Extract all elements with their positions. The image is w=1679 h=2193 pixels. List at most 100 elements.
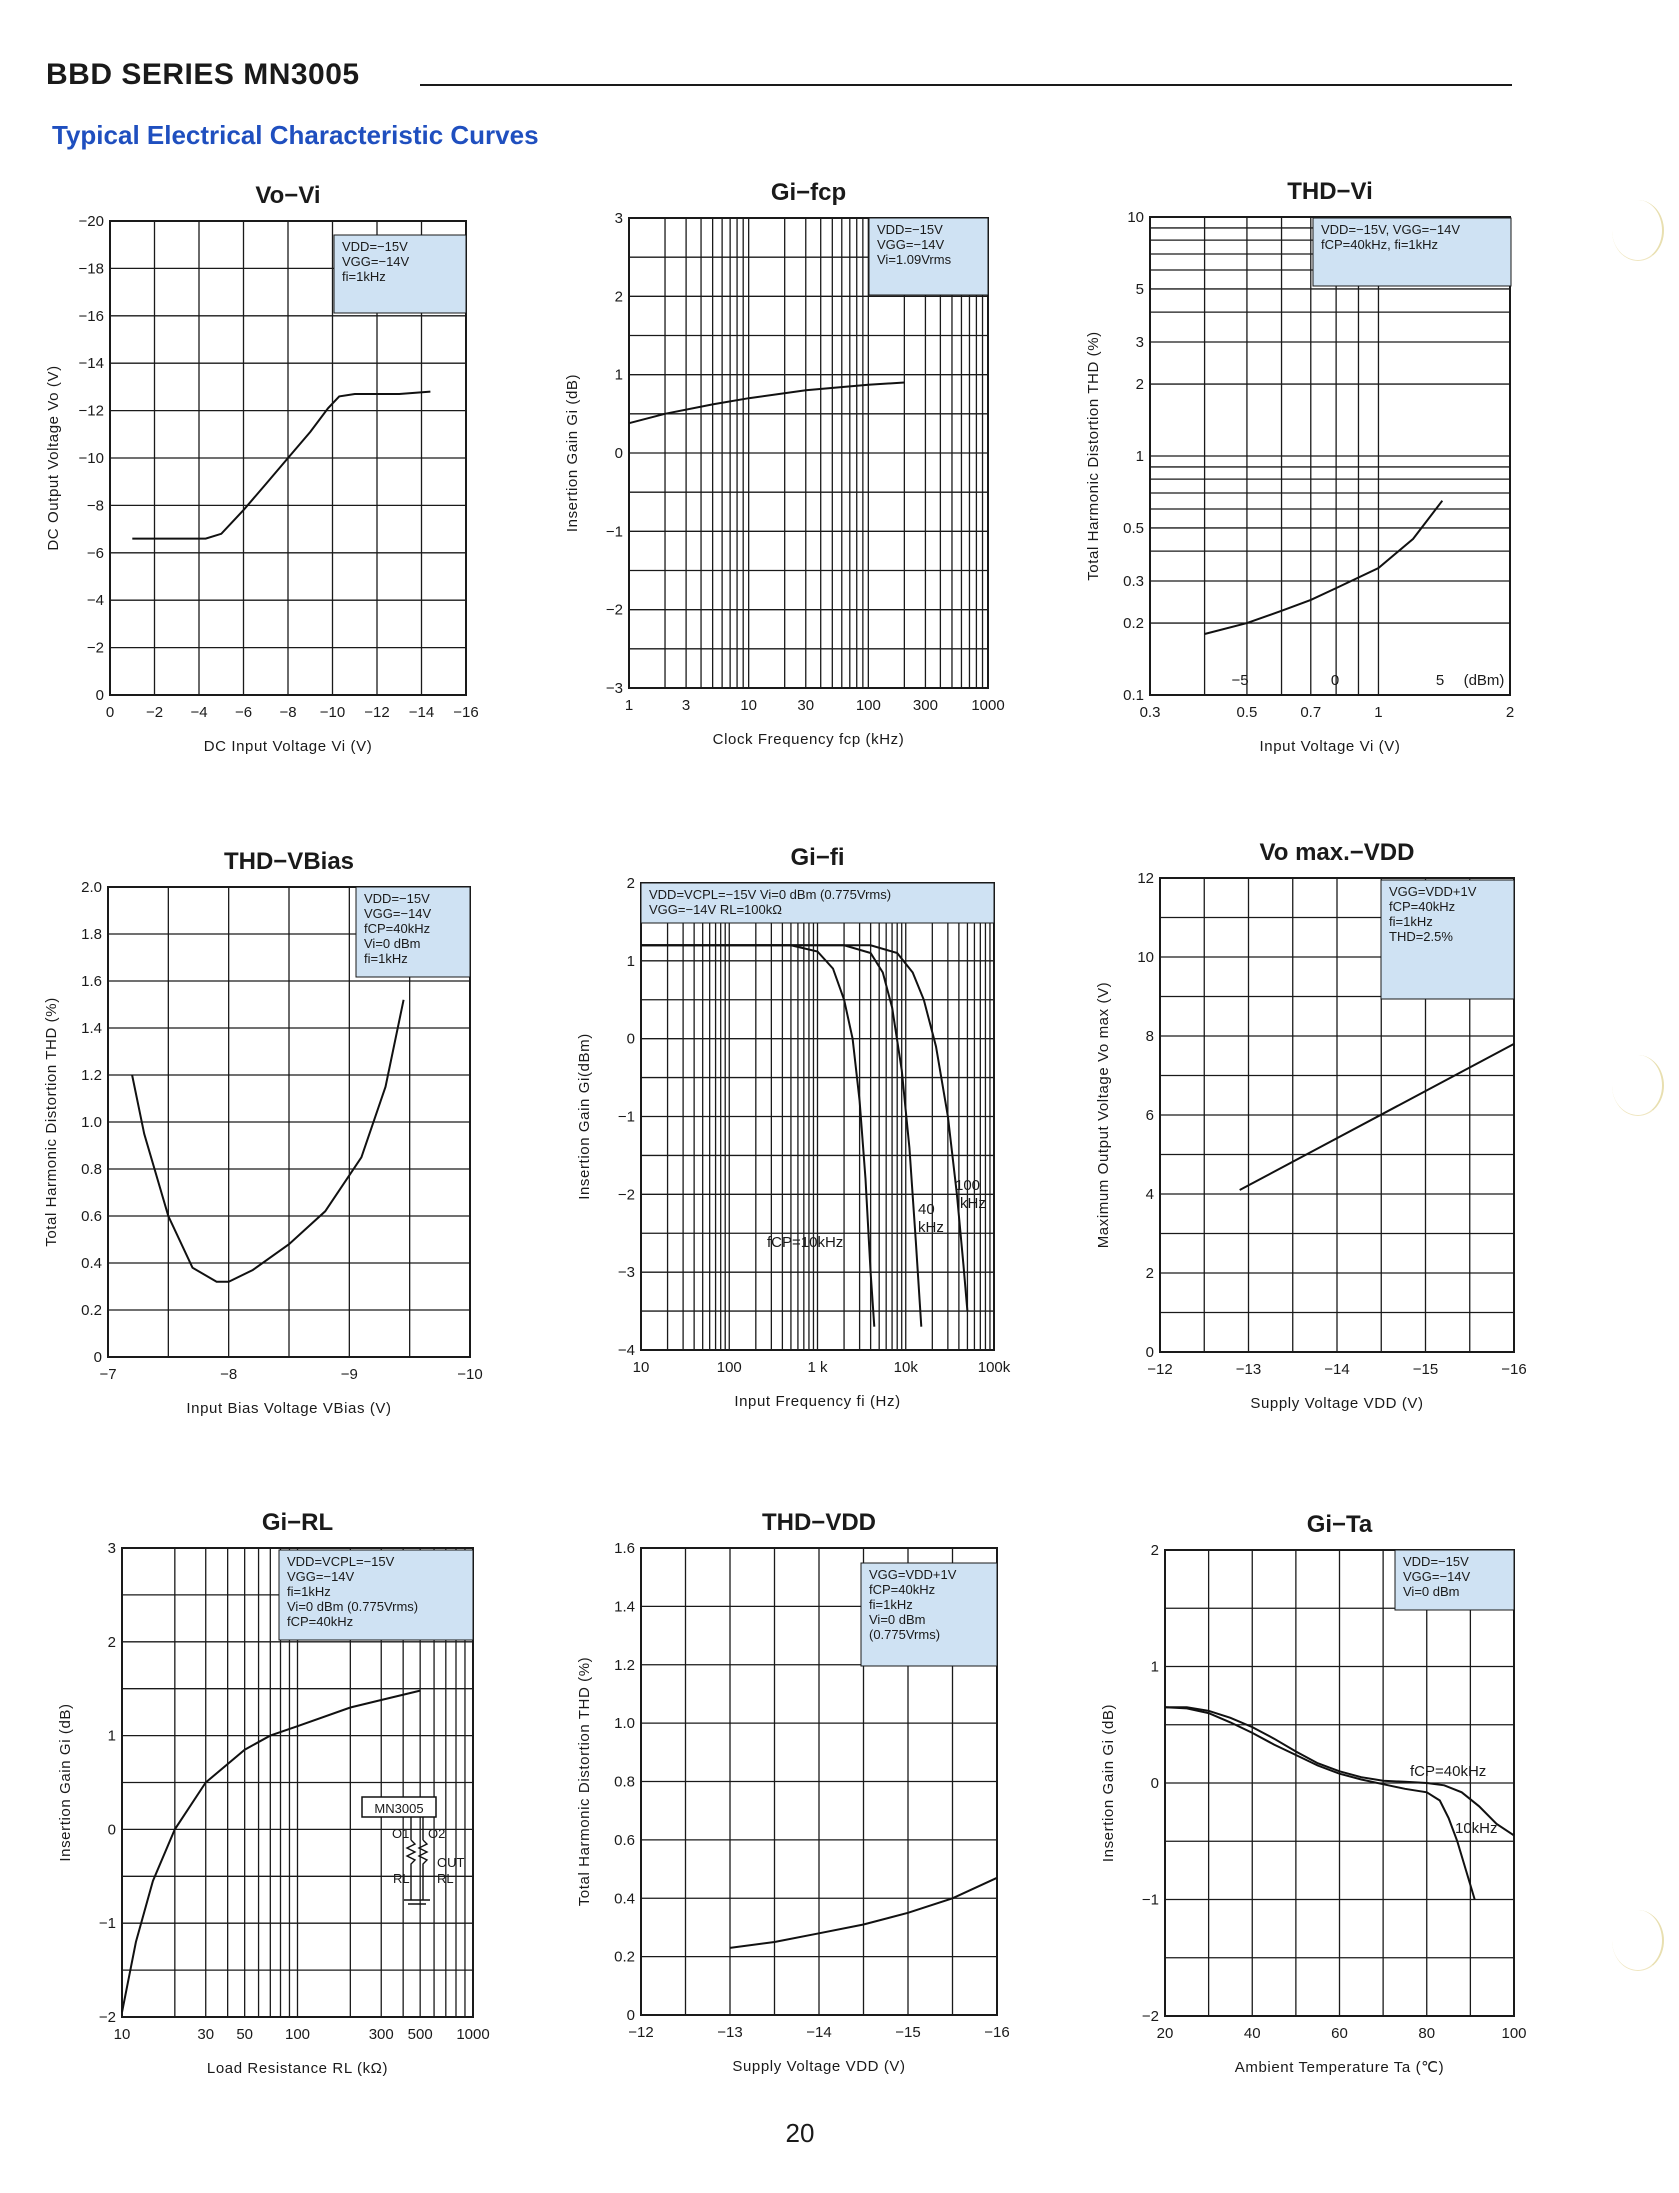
condition-text: fCP=40kHz, fi=1kHz (1321, 237, 1438, 252)
condition-text: fi=1kHz (287, 1584, 331, 1599)
x-tick-label: 40 (1244, 2025, 1261, 2042)
x-tick-label: −7 (99, 1366, 116, 1383)
plot-frame (1159, 877, 1515, 1353)
chart-7: Gi−RL 10 30 50 100 300 500 1000 −2 −1 0 1 2 3 Load Res… (57, 1509, 490, 2077)
x-tick-label: 20 (1157, 2025, 1174, 2042)
y-tick-label: 10 (1127, 209, 1144, 226)
condition-text: Vi=0 dBm (364, 936, 421, 951)
series-label: fCP=10kHz (767, 1234, 843, 1251)
x-tick-label: −15 (1413, 1361, 1438, 1378)
series-line (1165, 1706, 1515, 1837)
x-axis-label: Ambient Temperature Ta (℃) (1235, 2059, 1444, 2076)
x-tick-label: 10 (633, 1359, 650, 1376)
y-tick-label: −1 (606, 523, 623, 540)
y-tick-label: 0.1 (1123, 687, 1144, 704)
load-label: RL (437, 1871, 454, 1886)
conditions-box (1394, 1549, 1515, 1611)
x-tick-label: −8 (279, 704, 296, 721)
x-tick-label: −10 (457, 1366, 482, 1383)
plot-frame (628, 217, 989, 689)
y-axis-label: Insertion Gain Gi (dB) (1100, 1704, 1117, 1862)
x-tick-label: 1 k (807, 1359, 828, 1376)
chart-8: THD−VDD −12 −13 −14 −15 −16 0 0.2 0.4 0.6 0.8 1.0 1.… (576, 1509, 1010, 2075)
x-tick-label: −12 (1147, 1361, 1172, 1378)
x-tick-label: 10 (114, 2026, 131, 2043)
x-tick-label: 30 (797, 697, 814, 714)
series-label: kHz (918, 1219, 944, 1236)
x-tick-label: 0.5 (1237, 704, 1258, 721)
x-tick-label: −16 (453, 704, 478, 721)
y-tick-label: 2.0 (81, 879, 102, 896)
series-line (131, 999, 405, 1283)
conditions-box (333, 234, 467, 314)
series-line (1164, 1706, 1476, 1900)
plot-frame (109, 220, 467, 696)
dbm-tick-label: −5 (1231, 672, 1248, 689)
y-tick-label: 1 (108, 1728, 116, 1745)
y-tick-label: 0.4 (81, 1255, 102, 1272)
y-tick-label: 1.0 (81, 1114, 102, 1131)
y-tick-label: 0.2 (1123, 615, 1144, 632)
series-label: kHz (960, 1195, 986, 1212)
y-tick-label: −2 (618, 1186, 635, 1203)
y-tick-label: −2 (87, 640, 104, 657)
y-axis-label: Maximum Output Voltage Vo max (V) (1095, 982, 1112, 1249)
x-tick-label: 100k (978, 1359, 1011, 1376)
grid-lines (640, 882, 995, 1351)
condition-text: Vi=0 dBm (869, 1612, 926, 1627)
condition-text: Vi=1.09Vrms (877, 252, 952, 267)
condition-text: fi=1kHz (869, 1597, 913, 1612)
condition-text: THD=2.5% (1389, 929, 1453, 944)
y-tick-label: 2 (1151, 1542, 1159, 1559)
y-tick-label: 12 (1137, 870, 1154, 887)
x-tick-label: 1 (625, 697, 633, 714)
binder-hole (1612, 1055, 1664, 1116)
y-tick-label: 1.6 (81, 973, 102, 990)
x-tick-label: −6 (235, 704, 252, 721)
y-tick-label: −10 (79, 450, 104, 467)
x-tick-label: −8 (220, 1366, 237, 1383)
y-tick-label: −1 (1142, 1892, 1159, 1909)
y-tick-label: 0 (108, 1821, 116, 1838)
y-tick-label: 2 (108, 1634, 116, 1651)
x-tick-label: 30 (197, 2026, 214, 2043)
grid-lines (1164, 1549, 1515, 2017)
chart-1: Vo−Vi 0 −2 −4 −6 −8 −10 −12 −14 −16 0 −2 −4 −6 −8 −10 −1… (45, 182, 479, 755)
y-tick-label: 1.4 (614, 1598, 635, 1615)
x-tick-label: 100 (717, 1359, 742, 1376)
condition-text: Vi=0 dBm (1403, 1584, 1460, 1599)
y-tick-label: 5 (1136, 281, 1144, 298)
y-tick-label: 0 (1146, 1344, 1154, 1361)
condition-text: VGG=−14V RL=100kΩ (649, 902, 782, 917)
chart-5: Gi−fi 10 100 1 k 10k 100k −4 −3 −2 −1 0 1 2 Input Fre… (576, 844, 1011, 1410)
x-tick-label: −16 (1501, 1361, 1526, 1378)
chart-9: Gi−Ta 20 40 60 80 100 −2 −1 0 1 2 Ambient Temperatu… (1100, 1511, 1527, 2076)
condition-text: fCP=40kHz (287, 1614, 353, 1629)
x-tick-label: 10k (894, 1359, 919, 1376)
condition-text: Vi=0 dBm (0.775Vrms) (287, 1599, 418, 1614)
y-tick-label: −4 (87, 592, 104, 609)
series-line (628, 381, 905, 425)
x-tick-label: −12 (364, 704, 389, 721)
condition-text: fi=1kHz (1389, 914, 1433, 929)
y-tick-label: 1 (615, 367, 623, 384)
load-label: RL (393, 1871, 410, 1886)
plot-frame (1164, 1549, 1515, 2017)
series-line (121, 1689, 421, 2013)
y-tick-label: −4 (618, 1342, 635, 1359)
y-tick-label: −16 (79, 308, 104, 325)
y-tick-label: −14 (79, 355, 104, 372)
y-axis-label: Total Harmonic Distortion THD (%) (43, 997, 60, 1247)
series-label: 100 (955, 1177, 980, 1194)
x-tick-label: −10 (320, 704, 345, 721)
y-tick-label: 1 (1151, 1659, 1159, 1676)
condition-text: fCP=40kHz (364, 921, 430, 936)
x-axis-label: Load Resistance RL (kΩ) (207, 2060, 388, 2077)
conditions-box (860, 1562, 998, 1667)
y-tick-label: −8 (87, 497, 104, 514)
y-tick-label: 0.5 (1123, 520, 1144, 537)
series-line (132, 390, 431, 540)
series-line (1204, 500, 1444, 635)
y-tick-label: 1 (1136, 448, 1144, 465)
